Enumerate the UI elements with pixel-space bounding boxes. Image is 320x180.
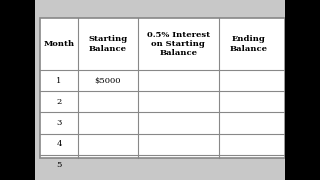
Text: 3: 3 [56,119,62,127]
Text: 4: 4 [56,140,62,148]
Bar [40,18,285,158]
Bar [40,18,285,158]
Text: Ending
Balance: Ending Balance [230,35,268,53]
Bar [285,0,320,180]
Text: Month: Month [44,40,75,48]
Text: 0.5% Interest
on Starting
Balance: 0.5% Interest on Starting Balance [147,31,210,57]
Text: Starting
Balance: Starting Balance [88,35,128,53]
Text: 1: 1 [56,77,62,85]
Text: 5: 5 [56,161,62,169]
Bar [0,0,35,180]
Text: $5000: $5000 [95,77,121,85]
Text: 2: 2 [56,98,62,106]
